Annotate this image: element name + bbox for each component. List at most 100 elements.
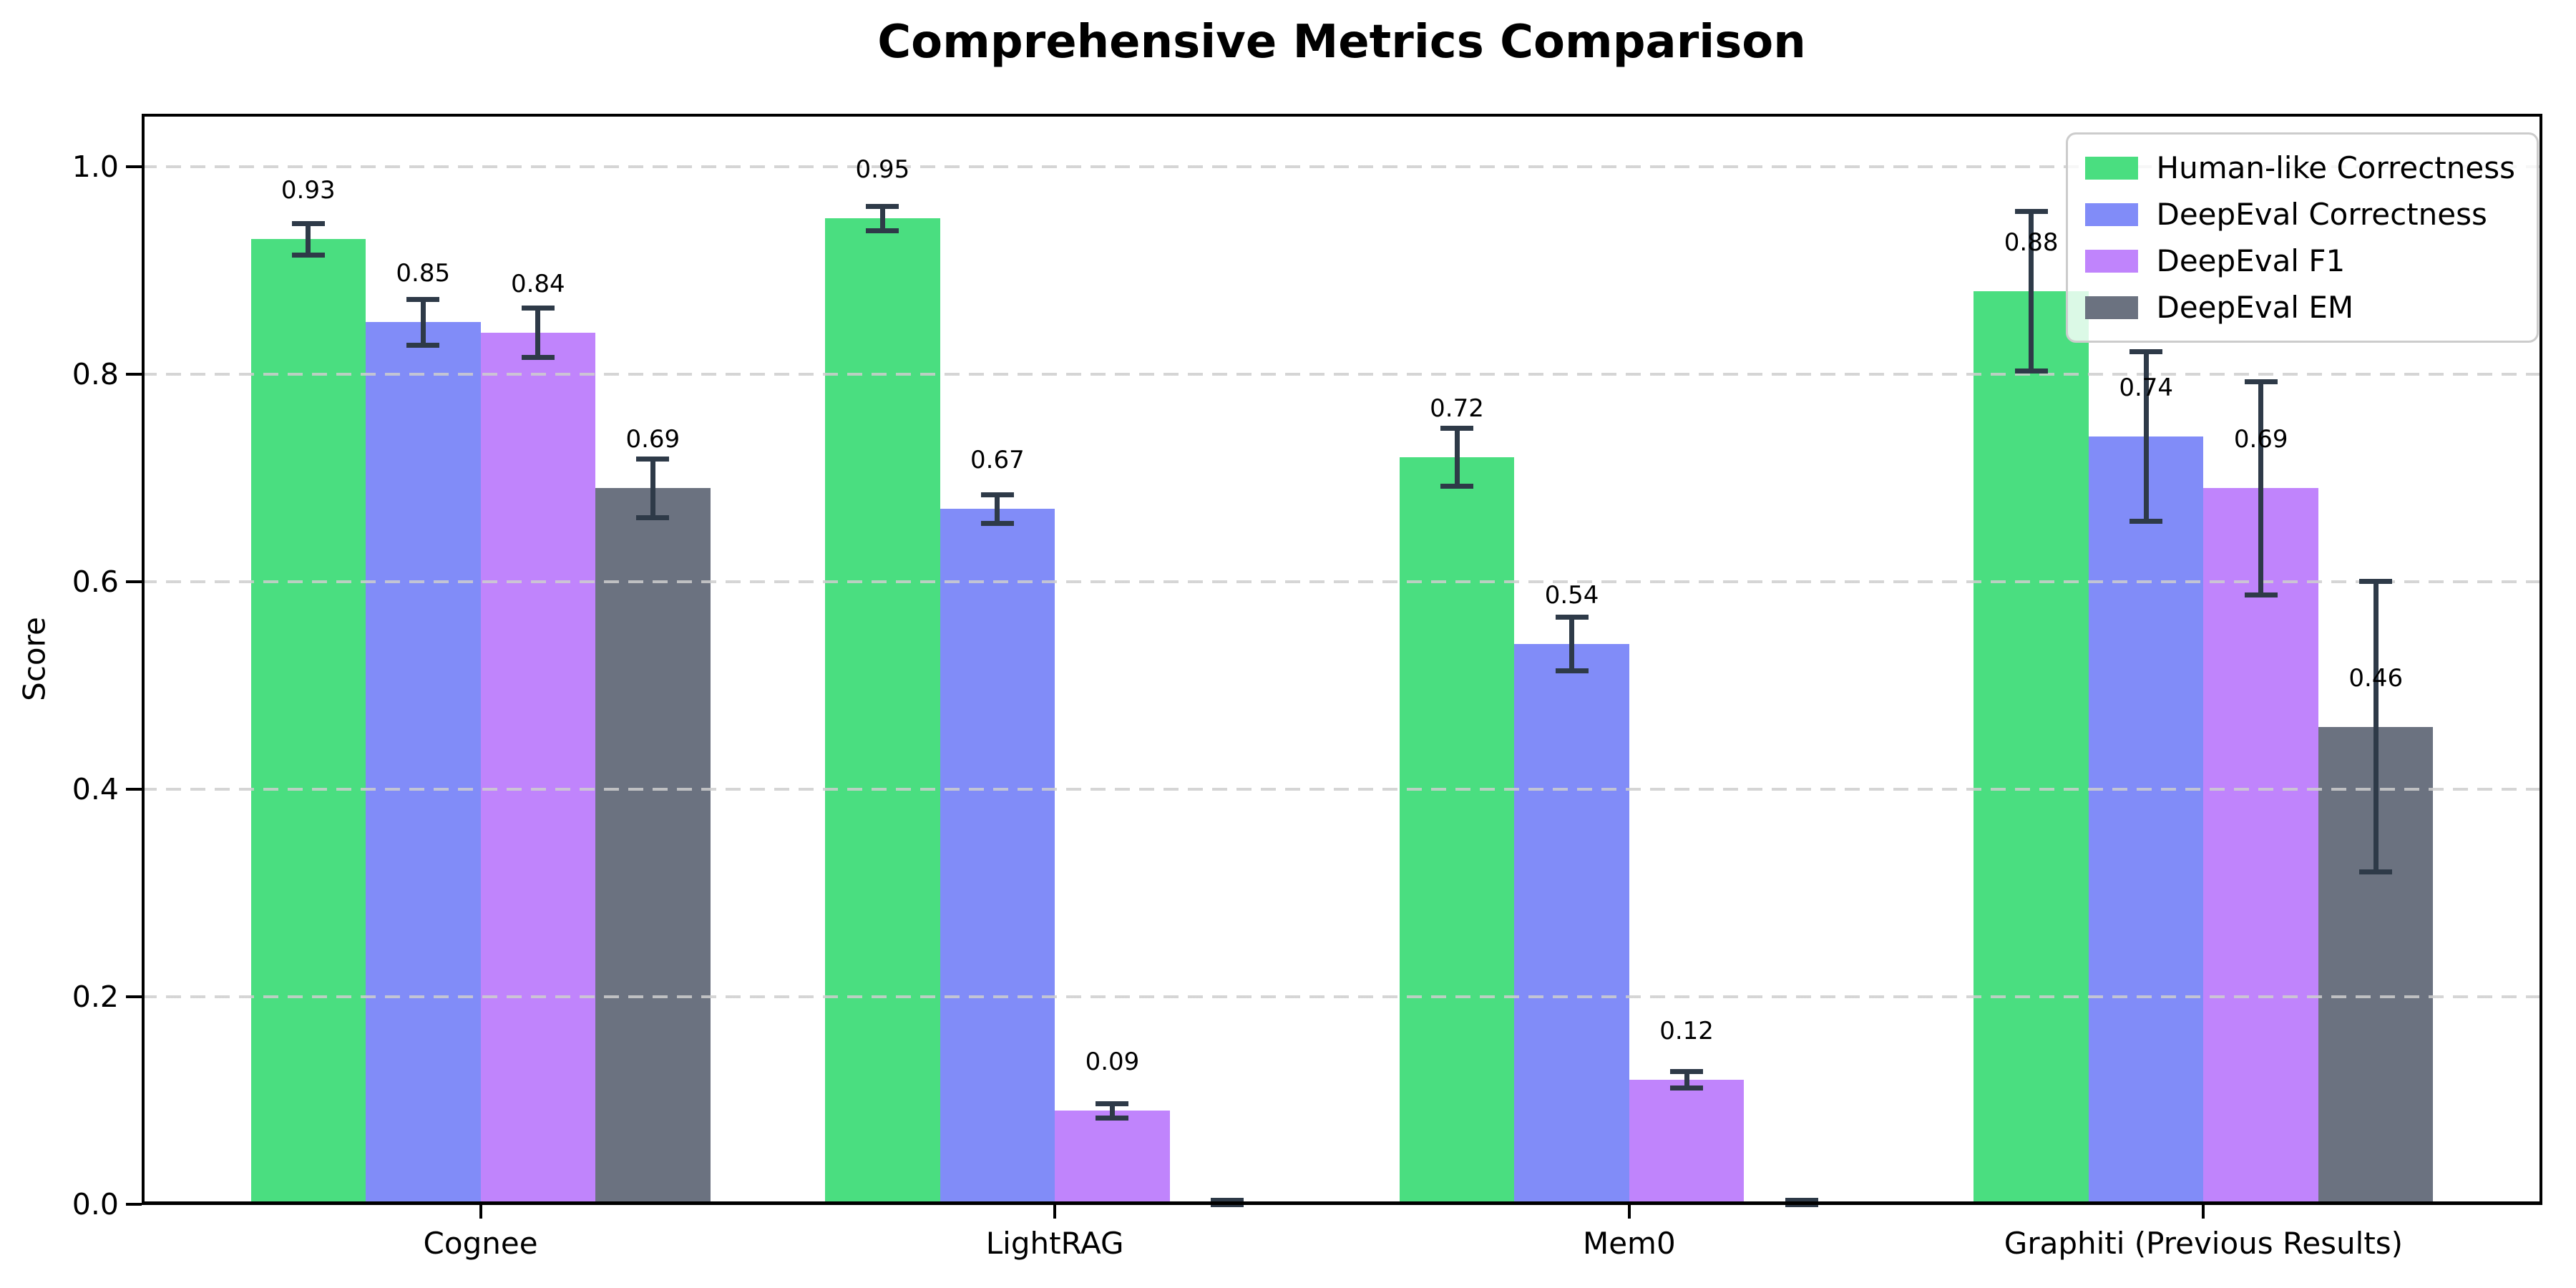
bar <box>595 488 711 1204</box>
error-bar-cap <box>2244 379 2278 384</box>
x-tick-label: LightRAG <box>985 1226 1124 1261</box>
x-tick-mark <box>479 1204 482 1219</box>
bar-value-label: 0.93 <box>280 176 336 205</box>
bar <box>1629 1079 1745 1204</box>
chart-title: Comprehensive Metrics Comparison <box>877 16 1806 69</box>
bar-value-label: 0.12 <box>1659 1016 1714 1045</box>
bar-value-label: 0.67 <box>970 446 1025 475</box>
legend-item: Human-like Correctness <box>2084 150 2516 185</box>
error-bar-cap <box>866 203 899 209</box>
error-bar <box>879 206 885 231</box>
y-tick-label: 1.0 <box>72 149 119 184</box>
error-bar <box>420 299 426 346</box>
bar <box>825 218 940 1204</box>
error-bar-cap <box>980 521 1014 527</box>
y-axis-label: Score <box>16 617 52 701</box>
error-bar <box>1454 428 1460 487</box>
error-bar <box>1109 1103 1115 1118</box>
y-tick-label: 0.6 <box>72 564 119 599</box>
error-bar-cap <box>1210 1197 1244 1203</box>
error-bar <box>650 459 655 518</box>
bar <box>2203 488 2318 1204</box>
bar-value-label: 0.69 <box>625 425 680 454</box>
legend-item: DeepEval F1 <box>2084 243 2516 278</box>
error-bar-cap <box>636 457 670 462</box>
bar <box>250 239 366 1204</box>
error-bar-cap <box>406 342 440 348</box>
error-bar-cap <box>1096 1116 1129 1121</box>
bar <box>1399 457 1515 1204</box>
top-spine <box>142 114 2542 117</box>
y-tick-label: 0.4 <box>72 771 119 806</box>
bar-value-label: 0.46 <box>2348 663 2404 693</box>
legend-label: DeepEval F1 <box>2156 243 2346 278</box>
bar <box>1055 1111 1170 1204</box>
error-bar-cap <box>2129 519 2163 525</box>
y-tick-mark <box>126 372 142 376</box>
error-bar <box>2143 351 2149 522</box>
error-bar <box>995 494 1000 524</box>
error-bar <box>2258 381 2264 595</box>
bar-value-label: 0.85 <box>396 259 451 288</box>
error-bar-cap <box>2014 208 2048 214</box>
error-bar-cap <box>406 297 440 303</box>
error-bar-cap <box>2359 579 2393 585</box>
error-bar-cap <box>1785 1197 1818 1203</box>
y-tick-mark <box>126 787 142 791</box>
legend-label: DeepEval EM <box>2156 290 2354 325</box>
bar-value-label: 0.84 <box>510 269 565 298</box>
bar <box>940 509 1055 1204</box>
bar-value-label: 0.95 <box>855 155 910 185</box>
error-bar-cap <box>1555 668 1589 674</box>
x-tick-mark <box>1627 1204 1631 1219</box>
bar <box>366 322 481 1204</box>
error-bar-cap <box>1670 1068 1704 1074</box>
legend-swatch <box>2084 296 2138 319</box>
error-bar-cap <box>866 228 899 234</box>
gridline-0.8 <box>142 372 2542 376</box>
x-tick-label: Cognee <box>423 1226 538 1261</box>
error-bar <box>535 308 541 358</box>
error-bar-cap <box>636 514 670 520</box>
y-tick-mark <box>126 995 142 998</box>
bar-value-label: 0.72 <box>1430 394 1484 423</box>
x-tick-mark <box>2202 1204 2205 1219</box>
error-bar <box>2029 211 2034 371</box>
y-tick-mark <box>126 1203 142 1206</box>
legend-swatch <box>2084 203 2138 226</box>
bar <box>1974 291 2089 1204</box>
plot-area: 0.93 0.95 0.72 0.88 0.85 0.67 0.54 0.74 0.84 0.09… <box>142 114 2542 1207</box>
error-bar-cap <box>1440 484 1474 489</box>
bar <box>1514 643 1629 1204</box>
error-bar-cap <box>1440 425 1474 431</box>
legend: Human-like Correctness DeepEval Correctne… <box>2065 132 2539 343</box>
legend-swatch <box>2084 156 2138 180</box>
x-axis-spine <box>142 1201 2542 1205</box>
error-bar-cap <box>291 252 325 258</box>
x-tick-label: Mem0 <box>1582 1226 1676 1261</box>
legend-swatch <box>2084 249 2138 273</box>
bar-value-label: 0.54 <box>1544 580 1599 610</box>
error-bar <box>1684 1071 1689 1088</box>
legend-label: Human-like Correctness <box>2156 150 2516 185</box>
error-bar <box>306 223 311 255</box>
legend-item: DeepEval Correctness <box>2084 197 2516 232</box>
gridline-0.6 <box>142 580 2542 583</box>
error-bar-cap <box>521 305 555 311</box>
error-bar-cap <box>521 355 555 361</box>
bar-value-label: 0.74 <box>2119 373 2174 402</box>
gridline-0.2 <box>142 995 2542 998</box>
y-tick-label: 0.2 <box>72 979 119 1014</box>
bar-value-label: 0.09 <box>1085 1048 1140 1077</box>
y-tick-label: 0.8 <box>72 356 119 391</box>
error-bar-cap <box>980 492 1014 497</box>
error-bar-cap <box>2129 348 2163 354</box>
legend-label: DeepEval Correctness <box>2156 197 2487 232</box>
error-bar-cap <box>1555 614 1589 620</box>
left-axis-spine <box>142 114 145 1204</box>
error-bar-cap <box>1670 1085 1704 1091</box>
error-bar <box>1569 617 1575 671</box>
error-bar-cap <box>1096 1101 1129 1106</box>
bar-value-label: 0.88 <box>2004 228 2059 257</box>
